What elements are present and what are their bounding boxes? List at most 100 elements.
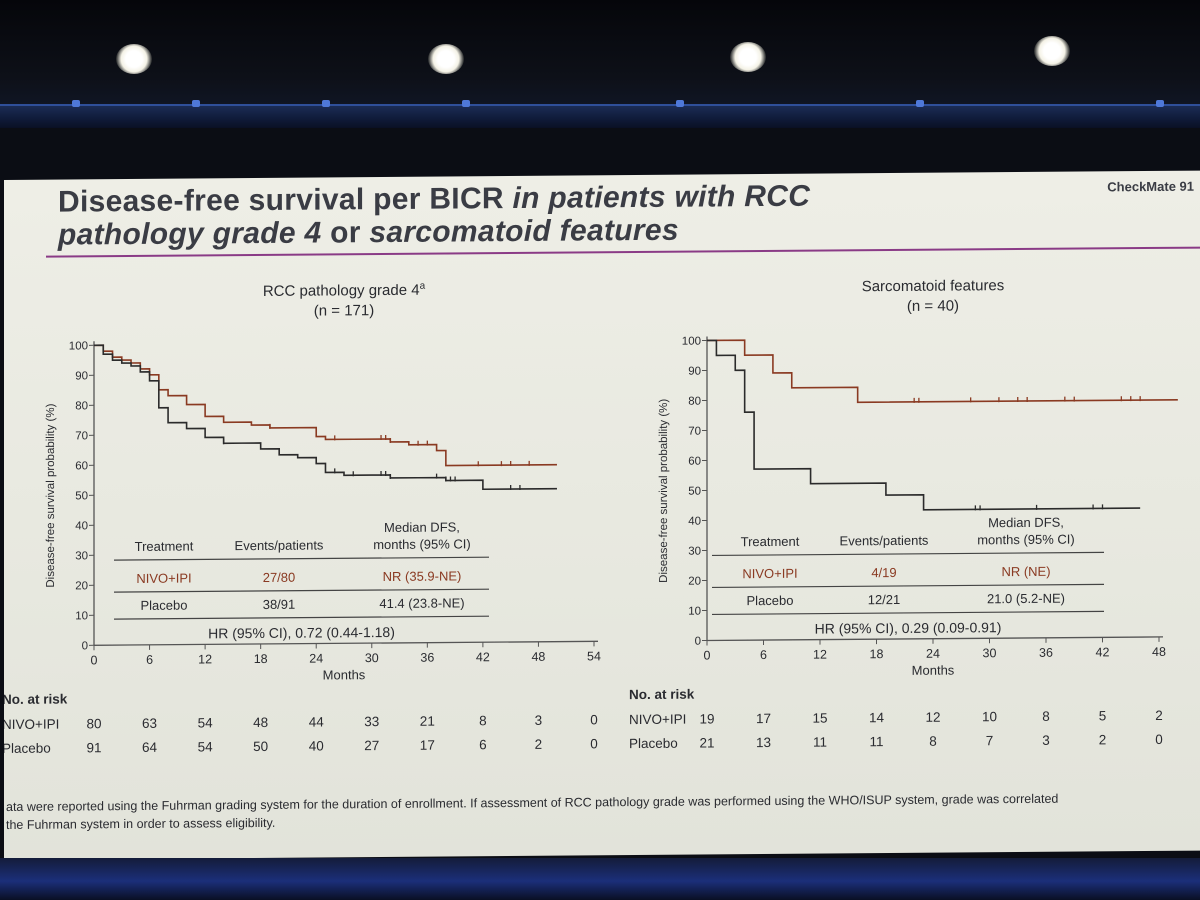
table-rule — [712, 610, 1104, 616]
at-risk-count: 21 — [420, 714, 435, 729]
x-tick-label: 6 — [146, 653, 153, 667]
km-curve-nivo-ipi — [707, 339, 1178, 404]
x-tick-label: 12 — [198, 652, 212, 666]
at-risk-count: 11 — [869, 734, 883, 749]
y-tick-label: 0 — [695, 636, 701, 648]
at-risk-count: 17 — [756, 711, 771, 726]
at-risk-count: 2 — [1155, 708, 1163, 723]
stage-light — [116, 44, 152, 74]
at-risk-count: 7 — [986, 733, 994, 748]
at-risk-count: 50 — [253, 739, 268, 754]
at-risk-label: No. at risk — [629, 687, 695, 703]
footnote: ata were reported using the Fuhrman grad… — [6, 789, 1196, 834]
x-tick-label: 0 — [91, 653, 98, 667]
x-tick-label: 18 — [254, 652, 268, 666]
at-risk-count: 13 — [756, 735, 771, 750]
hazard-ratio: HR (95% CI), 0.29 (0.09-0.91) — [815, 619, 1002, 636]
table-cell-median: NR (NE) — [1001, 564, 1050, 579]
x-axis — [94, 640, 598, 646]
y-tick-label: 90 — [688, 366, 701, 378]
y-axis-label: Disease-free survival probability (%) — [658, 399, 670, 583]
km-curve-placebo — [707, 339, 1141, 511]
y-tick-label: 80 — [75, 400, 88, 412]
y-tick-label: 10 — [75, 610, 88, 622]
at-risk-count: 15 — [812, 711, 827, 726]
at-risk-count: 8 — [1042, 709, 1050, 724]
x-tick-label: 30 — [983, 646, 997, 660]
at-risk-count: 64 — [142, 740, 158, 755]
presentation-slide: Disease-free survival per BICR in patien… — [4, 170, 1200, 860]
truss-light — [322, 100, 330, 107]
table-cell-treatment: NIVO+IPI — [136, 571, 191, 586]
truss-light — [916, 100, 924, 107]
y-tick-label: 30 — [75, 550, 88, 562]
y-tick-label: 30 — [688, 546, 701, 558]
lighting-truss — [0, 104, 1200, 128]
x-tick-label: 36 — [1039, 646, 1053, 660]
at-risk-label: No. at risk — [4, 691, 68, 707]
table-header-treatment: Treatment — [741, 534, 800, 549]
at-risk-group-name: NIVO+IPI — [4, 717, 59, 732]
at-risk-group-name: Placebo — [629, 736, 678, 751]
x-tick-label: 54 — [587, 649, 601, 663]
ceiling-background — [0, 0, 1200, 110]
chart-subtitle: (n = 40) — [907, 297, 959, 314]
at-risk-count: 3 — [1042, 733, 1050, 748]
at-risk-count: 3 — [535, 713, 543, 728]
truss-light — [1156, 100, 1164, 107]
table-header-median-line1: Median DFS, — [988, 515, 1064, 531]
truss-light — [462, 100, 470, 107]
table-cell-events: 4/19 — [871, 565, 896, 580]
table-header-events: Events/patients — [840, 533, 929, 549]
table-header-events: Events/patients — [235, 537, 324, 553]
at-risk-count: 40 — [309, 738, 324, 753]
chart-title: Sarcomatoid features — [862, 277, 1005, 295]
y-tick-label: 70 — [688, 426, 701, 438]
at-risk-count: 2 — [535, 737, 543, 752]
y-tick-label: 90 — [75, 370, 88, 382]
stage-light — [730, 42, 766, 72]
x-tick-label: 0 — [704, 648, 711, 662]
km-chart-sarcomatoid: Sarcomatoid features(n = 40)010203040506… — [629, 277, 1178, 751]
table-cell-median: NR (35.9-NE) — [383, 568, 462, 584]
y-tick-label: 50 — [688, 486, 701, 498]
table-header-treatment: Treatment — [135, 539, 194, 554]
at-risk-count: 12 — [925, 710, 940, 725]
at-risk-count: 0 — [1155, 732, 1163, 747]
km-chart-grade4: RCC pathology grade 4a(n = 171)010203040… — [4, 281, 601, 756]
at-risk-count: 44 — [309, 714, 325, 729]
at-risk-count: 0 — [590, 712, 598, 727]
at-risk-count: 10 — [982, 709, 997, 724]
table-header-median-line1: Median DFS, — [384, 519, 460, 535]
y-tick-label: 80 — [688, 396, 701, 408]
chart-subtitle: (n = 171) — [314, 302, 374, 319]
y-tick-label: 20 — [688, 576, 701, 588]
table-cell-events: 38/91 — [263, 597, 296, 612]
table-rule — [712, 583, 1104, 589]
y-tick-label: 40 — [688, 516, 701, 528]
x-tick-label: 36 — [420, 651, 434, 665]
table-cell-median: 41.4 (23.8-NE) — [379, 595, 464, 611]
table-cell-median: 21.0 (5.2-NE) — [987, 591, 1065, 607]
x-tick-label: 12 — [813, 648, 827, 662]
table-cell-treatment: Placebo — [747, 593, 794, 608]
stage-light — [1034, 36, 1070, 66]
stage-light — [428, 44, 464, 74]
km-curve-nivo-ipi — [94, 344, 557, 467]
truss-light — [676, 100, 684, 107]
table-header-median-line2: months (95% CI) — [977, 532, 1075, 548]
y-tick-label: 10 — [688, 606, 701, 618]
at-risk-count: 21 — [699, 735, 714, 750]
at-risk-count: 5 — [1099, 708, 1107, 723]
table-rule — [114, 615, 489, 620]
at-risk-count: 54 — [198, 715, 214, 730]
table-cell-treatment: Placebo — [141, 598, 188, 613]
at-risk-count: 63 — [142, 716, 157, 731]
at-risk-group-name: NIVO+IPI — [629, 712, 686, 727]
at-risk-count: 54 — [198, 739, 214, 754]
at-risk-count: 8 — [929, 734, 937, 749]
y-tick-label: 100 — [69, 340, 88, 352]
stage-floor-lighting — [0, 858, 1200, 900]
y-tick-label: 50 — [75, 490, 88, 502]
at-risk-count: 6 — [479, 737, 487, 752]
